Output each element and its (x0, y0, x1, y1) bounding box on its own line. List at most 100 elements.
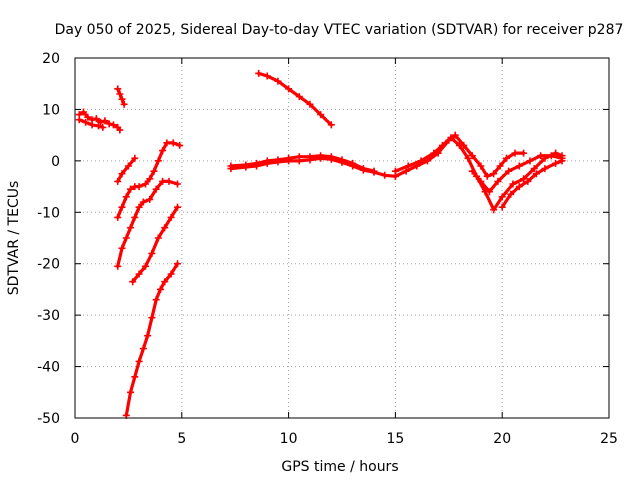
chart-title: Day 050 of 2025, Sidereal Day-to-day VTE… (55, 22, 624, 38)
data-point (327, 121, 335, 129)
data-point (165, 177, 173, 185)
data-point (127, 185, 135, 193)
data-point (152, 185, 160, 193)
data-series (75, 69, 566, 419)
series-line (470, 154, 564, 194)
data-point (139, 345, 147, 353)
data-point (541, 165, 549, 173)
data-point (511, 149, 519, 157)
data-point (118, 203, 126, 211)
data-point (327, 153, 335, 161)
series-arc-late-c (468, 152, 566, 196)
data-point (507, 190, 515, 198)
data-point (161, 278, 169, 286)
data-point (159, 147, 167, 155)
y-tick-label: -40 (37, 360, 60, 376)
data-point (88, 121, 96, 129)
data-point (146, 195, 154, 203)
data-point (118, 170, 126, 178)
x-tick-label: 15 (386, 431, 404, 447)
data-point (109, 121, 117, 129)
x-tick-label: 25 (600, 431, 618, 447)
data-point (146, 175, 154, 183)
series-arc-early-cluster (75, 108, 124, 134)
data-point (148, 249, 156, 257)
data-point (295, 93, 303, 101)
data-point (494, 177, 502, 185)
data-point (498, 203, 506, 211)
series-line (393, 133, 526, 178)
data-point (485, 188, 493, 196)
data-point (114, 262, 122, 270)
data-point (490, 206, 498, 214)
data-point (317, 152, 325, 160)
series-line (500, 159, 564, 209)
series-arc-middle (129, 203, 182, 286)
data-point (285, 85, 293, 93)
data-point (490, 170, 498, 178)
data-point (242, 161, 250, 169)
data-point (167, 270, 175, 278)
series-arc-deep (122, 260, 182, 419)
data-point (552, 159, 560, 167)
data-point (274, 156, 282, 164)
data-point (131, 373, 139, 381)
data-point (139, 198, 147, 206)
data-point (526, 157, 534, 165)
data-point (274, 77, 282, 85)
data-point (505, 167, 513, 175)
series-line (131, 205, 180, 284)
x-tick-label: 5 (177, 431, 186, 447)
data-point (131, 154, 139, 162)
data-point (468, 167, 476, 175)
data-point (141, 180, 149, 188)
data-point (114, 213, 122, 221)
series-arc-long-flat-a (227, 154, 399, 180)
data-point (455, 141, 463, 149)
data-point (530, 165, 538, 173)
data-point (92, 115, 100, 123)
data-point (84, 113, 92, 121)
data-point (148, 314, 156, 322)
data-point (150, 167, 158, 175)
data-point (116, 126, 124, 134)
data-point (306, 100, 314, 108)
data-point (75, 116, 83, 124)
data-point (537, 152, 545, 160)
data-point (477, 162, 485, 170)
data-point (255, 69, 263, 77)
data-point (558, 157, 566, 165)
x-tick-label: 10 (280, 431, 298, 447)
data-point (306, 153, 314, 161)
data-point (114, 177, 122, 185)
data-point (496, 162, 504, 170)
data-point (135, 183, 143, 191)
data-point (381, 171, 389, 179)
data-point (161, 224, 169, 232)
data-point (114, 85, 122, 93)
data-point (163, 139, 171, 147)
data-point (520, 175, 528, 183)
axis-ticks (74, 57, 610, 419)
data-point (285, 154, 293, 162)
data-point (116, 90, 124, 98)
data-point (80, 108, 88, 116)
data-point (509, 180, 517, 188)
data-point (359, 165, 367, 173)
data-point (101, 117, 109, 125)
data-point (152, 296, 160, 304)
y-tick-label: -20 (37, 257, 60, 273)
data-point (154, 234, 162, 242)
data-point (127, 224, 135, 232)
data-point (159, 177, 167, 185)
grid-lines (75, 58, 609, 418)
series-arc-early-lower (75, 116, 107, 131)
data-point (154, 157, 162, 165)
series-arc-upper-c (114, 177, 182, 270)
data-point (105, 120, 113, 128)
data-point (451, 131, 459, 139)
y-tick-label: -10 (37, 205, 60, 221)
data-point (122, 234, 130, 242)
y-tick-label: -30 (37, 308, 60, 324)
